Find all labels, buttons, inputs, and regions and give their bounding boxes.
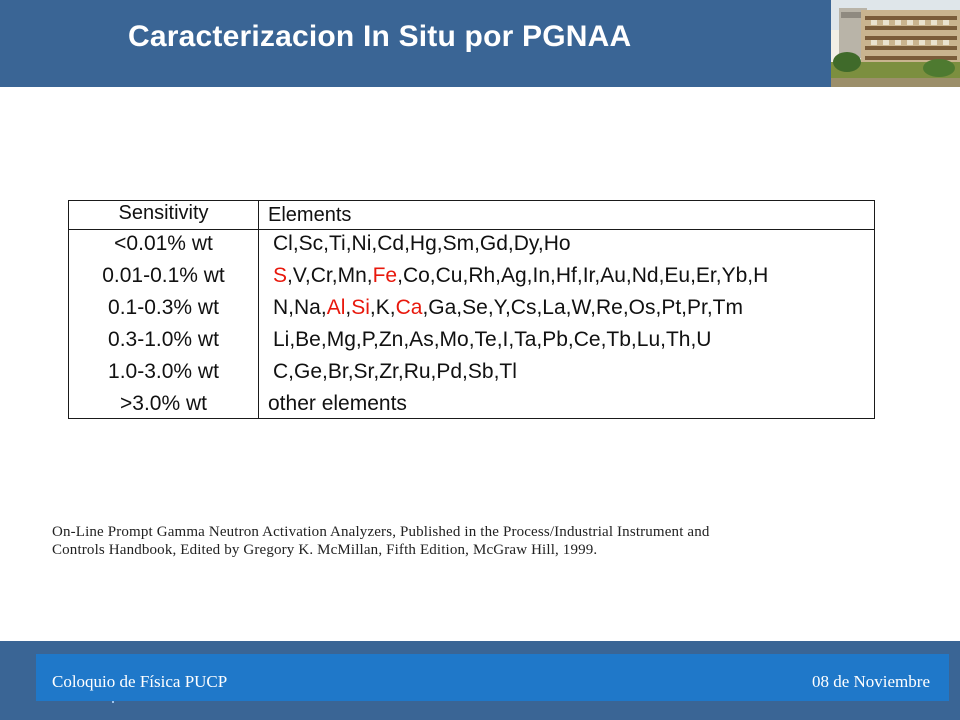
- sensitivity-cell: >3.0% wt: [120, 392, 207, 415]
- elements-cell: N,Na,Al,Si,K,Ca,Ga,Se,Y,Cs,La,W,Re,Os,Pt…: [273, 296, 743, 320]
- highlighted-element: Ca: [395, 296, 423, 319]
- sensitivity-table: Sensitivity Elements <0.01% wt Cl,Sc,Ti,N…: [68, 200, 875, 419]
- header-divider: [69, 229, 874, 230]
- citation-line-2: Controls Handbook, Edited by Gregory K. …: [52, 542, 598, 558]
- elements-cell: S,V,Cr,Mn,Fe,Co,Cu,Rh,Ag,In,Hf,Ir,Au,Nd,…: [273, 264, 768, 288]
- footer-bar: [36, 654, 949, 701]
- elements-cell: other elements: [268, 392, 407, 416]
- footer-dot-mark: [112, 701, 114, 703]
- element-text: N,Na,: [273, 296, 327, 319]
- header-banner: Caracterizacion In Situ por PGNAA: [0, 0, 960, 87]
- column-divider: [258, 201, 259, 418]
- element-text: other elements: [268, 392, 407, 415]
- sensitivity-cell: 0.01-0.1% wt: [102, 264, 225, 287]
- element-text: C,Ge,Br,Sr,Zr,Ru,Pd,Sb,Tl: [273, 360, 517, 383]
- highlighted-element: Fe: [372, 264, 398, 287]
- sensitivity-cell: 0.1-0.3% wt: [108, 296, 219, 319]
- sensitivity-cell: <0.01% wt: [114, 232, 213, 255]
- elements-cell: C,Ge,Br,Sr,Zr,Ru,Pd,Sb,Tl: [273, 360, 517, 384]
- campus-building-photo-icon: [831, 0, 960, 87]
- element-text: ,: [345, 296, 352, 319]
- element-text: ,Co,Cu,Rh,Ag,In,Hf,Ir,Au,Nd,Eu,Er,Yb,H: [397, 264, 769, 287]
- footer-event-name: Coloquio de Física PUCP: [52, 672, 228, 691]
- elements-cell: Li,Be,Mg,P,Zn,As,Mo,Te,I,Ta,Pb,Ce,Tb,Lu,…: [273, 328, 711, 352]
- element-text: Cl,Sc,Ti,Ni,Cd,Hg,Sm,Gd,Dy,Ho: [273, 232, 571, 255]
- column-header-sensitivity: Sensitivity: [118, 202, 209, 224]
- citation-line-1: On-Line Prompt Gamma Neutron Activation …: [52, 524, 710, 540]
- footer-date: 08 de Noviembre: [811, 672, 930, 691]
- element-text: ,K,: [369, 296, 396, 319]
- highlighted-element: Al: [326, 296, 346, 319]
- highlighted-element: S: [273, 264, 288, 287]
- column-header-elements: Elements: [268, 204, 352, 226]
- elements-cell: Cl,Sc,Ti,Ni,Cd,Hg,Sm,Gd,Dy,Ho: [273, 232, 571, 256]
- highlighted-element: Si: [351, 296, 370, 319]
- sensitivity-cell: 0.3-1.0% wt: [108, 328, 219, 351]
- element-text: ,Ga,Se,Y,Cs,La,W,Re,Os,Pt,Pr,Tm: [422, 296, 744, 319]
- sensitivity-cell: 1.0-3.0% wt: [108, 360, 219, 383]
- element-text: ,V,Cr,Mn,: [287, 264, 373, 287]
- slide-title: Caracterizacion In Situ por PGNAA: [128, 20, 632, 53]
- element-text: Li,Be,Mg,P,Zn,As,Mo,Te,I,Ta,Pb,Ce,Tb,Lu,…: [273, 328, 712, 351]
- citation: On-Line Prompt Gamma Neutron Activation …: [52, 523, 912, 559]
